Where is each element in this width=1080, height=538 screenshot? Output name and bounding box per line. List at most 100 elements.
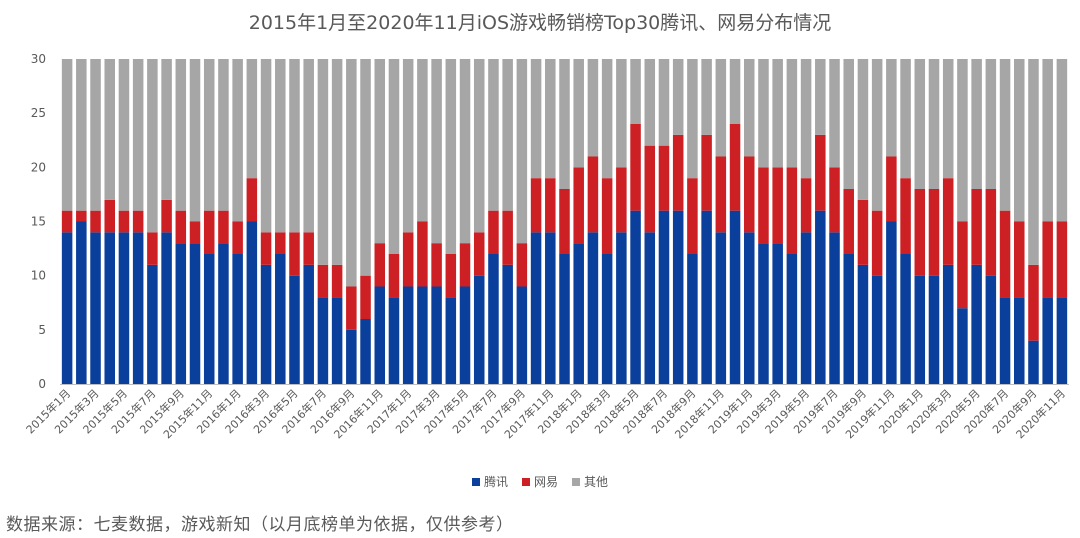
bar-tencent (303, 264, 314, 384)
bar-tencent (601, 254, 613, 384)
bar-other (672, 59, 684, 135)
bar-other (331, 59, 343, 265)
bar-tencent (516, 286, 528, 384)
bar-netease (573, 167, 584, 244)
bar-other (1056, 59, 1068, 222)
bar-tencent (743, 232, 755, 384)
bar-netease (772, 167, 783, 244)
bar-other (473, 59, 485, 233)
bar-tencent (573, 243, 584, 384)
bar-other (275, 59, 286, 233)
bar-tencent (985, 275, 997, 384)
legend-swatch-tencent (471, 477, 480, 486)
bar-netease (218, 210, 229, 244)
bar-netease (857, 199, 869, 265)
bar-netease (317, 264, 329, 298)
bar-other (914, 59, 926, 189)
bar-netease (999, 210, 1011, 298)
bar-tencent (900, 254, 911, 384)
bar-netease (971, 189, 982, 265)
bar-tencent (857, 264, 869, 384)
bar-netease (942, 178, 954, 265)
bar-netease (715, 156, 727, 233)
bar-other (630, 59, 641, 124)
bar-tencent (203, 254, 215, 384)
bar-tencent (886, 221, 897, 384)
bar-netease (161, 199, 172, 233)
bar-other (658, 59, 670, 146)
bar-other (715, 59, 727, 157)
bar-other (1028, 59, 1039, 265)
bar-other (175, 59, 187, 211)
bar-netease (644, 145, 656, 233)
bar-netease (758, 167, 769, 244)
bar-netease (672, 134, 684, 211)
bar-tencent (758, 243, 769, 384)
bar-tencent (431, 286, 442, 384)
bar-netease (132, 210, 144, 233)
bar-netease (417, 221, 428, 287)
bar-netease (260, 232, 272, 265)
bar-other (701, 59, 712, 135)
bar-tencent (189, 243, 201, 384)
stacked-bar-chart: 0510152025302015年1月2015年3月2015年5月2015年7月… (23, 52, 1069, 441)
bar-other (161, 59, 172, 200)
chart-legend: 腾讯 网易 其他 (0, 473, 1080, 490)
bar-tencent (1028, 340, 1039, 384)
bar-netease (402, 232, 414, 287)
y-tick-label: 30 (31, 52, 46, 66)
bar-other (303, 59, 314, 233)
bar-tencent (815, 210, 826, 384)
bar-netease (687, 178, 698, 254)
bar-netease (559, 189, 570, 254)
legend-label-netease: 网易 (533, 475, 558, 489)
bar-other (147, 59, 158, 233)
bar-other (132, 59, 144, 211)
bar-netease (175, 210, 187, 244)
bar-netease (90, 210, 101, 233)
bar-other (1014, 59, 1025, 222)
bar-netease (346, 286, 357, 330)
bar-other (800, 59, 812, 179)
bar-tencent (161, 232, 172, 384)
y-tick-label: 5 (38, 323, 46, 337)
bar-tencent (1056, 297, 1068, 384)
bar-other (530, 59, 542, 179)
legend-label-other: 其他 (584, 475, 609, 489)
bar-netease (445, 254, 457, 298)
bar-other (942, 59, 954, 179)
bar-tencent (1014, 297, 1025, 384)
bar-tencent (445, 297, 457, 384)
bar-other (203, 59, 215, 211)
bar-netease (331, 264, 343, 298)
bar-tencent (772, 243, 783, 384)
legend-swatch-other (572, 477, 580, 486)
bar-netease (502, 210, 513, 265)
bar-netease (473, 232, 485, 276)
bar-tencent (928, 275, 940, 384)
bar-netease (275, 232, 286, 254)
bar-tencent (289, 275, 300, 384)
bar-tencent (559, 254, 570, 384)
bar-other (601, 59, 613, 179)
bar-other (360, 59, 371, 276)
bar-tencent (999, 297, 1011, 384)
data-source-note: 数据来源：七麦数据，游戏新知（以月底榜单为依据，仅供参考） (6, 515, 514, 535)
bar-tencent (871, 275, 883, 384)
bar-tencent (843, 254, 854, 384)
y-tick-label: 25 (31, 106, 46, 120)
bar-tencent (630, 210, 641, 384)
bar-netease (388, 254, 400, 298)
bar-other (76, 59, 87, 211)
bar-other (545, 59, 556, 179)
bar-other (488, 59, 499, 211)
bar-tencent (488, 254, 499, 384)
bar-netease (985, 189, 997, 276)
bar-tencent (545, 232, 556, 384)
bar-other (374, 59, 386, 244)
bar-netease (886, 156, 897, 222)
bar-tencent (587, 232, 599, 384)
bar-netease (729, 124, 741, 211)
bar-tencent (331, 297, 343, 384)
